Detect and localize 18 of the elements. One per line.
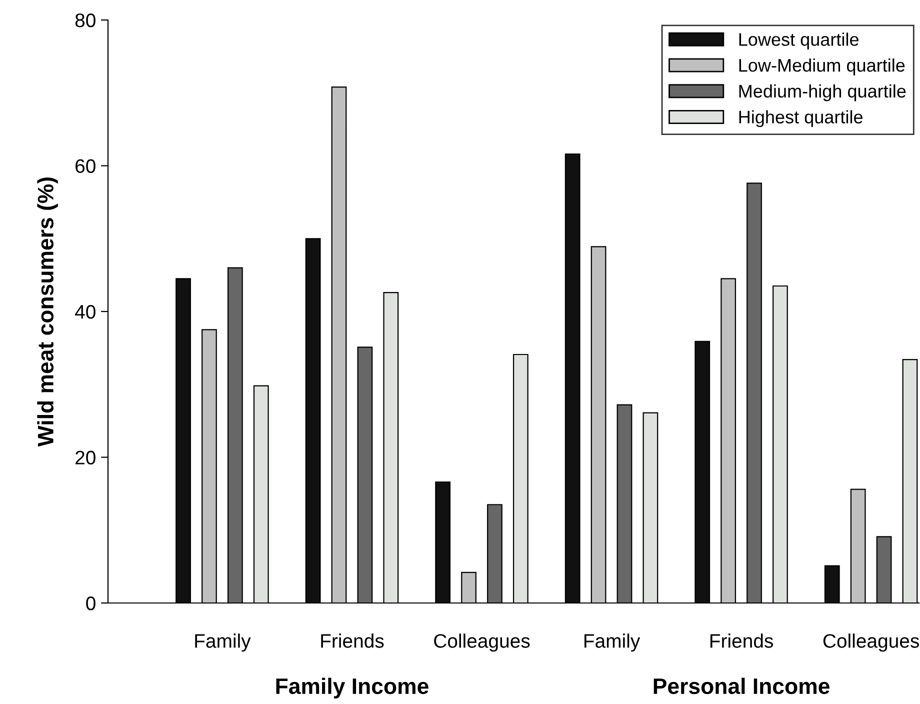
- x-tick-label: Family: [584, 634, 640, 652]
- x-tick-label: Friends: [321, 634, 384, 648]
- text: Personal Income: [654, 678, 830, 694]
- y-tick-label: 20: [76, 450, 96, 464]
- y-tick-label: 80: [75, 13, 96, 28]
- x-tick-label: Colleagues: [434, 634, 530, 652]
- legend-label: Low-Medium quartile: [739, 58, 905, 76]
- x-tick-label: Friends: [710, 634, 774, 648]
- text: Family Income: [276, 678, 428, 698]
- legend-label: Highest quartile: [739, 110, 863, 128]
- x-tick-label: Family: [195, 634, 251, 652]
- y-tick-label: 60: [76, 159, 96, 173]
- y-axis-title: Wild meat consumers (%): [37, 177, 58, 447]
- legend-label: Medium-high quartile: [739, 84, 906, 102]
- x-tick-label: Colleagues: [823, 634, 920, 652]
- y-tick-label: 0: [86, 596, 96, 610]
- legend-label: Lowest quartile: [739, 32, 858, 50]
- y-tick-label: 40: [75, 304, 96, 319]
